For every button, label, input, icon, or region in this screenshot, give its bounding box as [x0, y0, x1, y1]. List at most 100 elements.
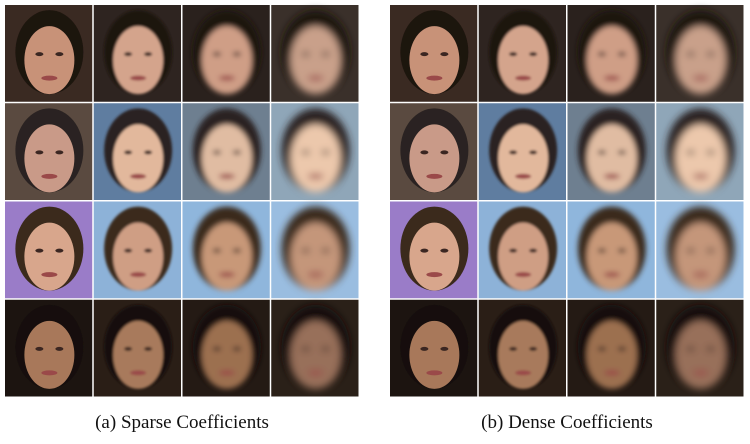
eye: [440, 150, 449, 155]
mouth: [603, 173, 620, 179]
eye: [212, 150, 221, 155]
eye: [617, 248, 626, 253]
eye: [55, 248, 64, 253]
eye: [301, 346, 310, 351]
face-skin: [113, 124, 164, 193]
eye: [124, 52, 133, 57]
face: [489, 304, 558, 389]
face-skin: [201, 124, 252, 193]
eye: [686, 52, 695, 57]
face: [577, 108, 646, 193]
face: [15, 10, 84, 95]
eye: [301, 248, 310, 253]
face-skin: [201, 26, 252, 95]
face-skin: [24, 222, 75, 291]
eye: [686, 346, 695, 351]
face-skin: [586, 320, 637, 389]
face-skin: [675, 124, 726, 193]
face-skin: [24, 320, 75, 389]
face-image: [182, 103, 270, 200]
face-skin: [498, 222, 549, 291]
eye: [509, 52, 518, 57]
face-image: [5, 103, 93, 200]
image-grid: [390, 5, 744, 397]
face: [400, 304, 469, 389]
eye: [529, 248, 538, 253]
mouth: [692, 370, 709, 376]
mouth: [218, 75, 235, 81]
face: [666, 10, 735, 95]
mouth: [603, 75, 620, 81]
caption: (a) Sparse Coefficients: [95, 412, 269, 433]
face-skin: [409, 320, 460, 389]
face-skin: [24, 124, 75, 193]
eye: [420, 248, 429, 253]
eye: [440, 346, 449, 351]
eye: [124, 346, 133, 351]
face-image: [5, 5, 93, 102]
eye: [440, 248, 449, 253]
eye: [55, 150, 64, 155]
face-image: [93, 299, 181, 397]
mouth: [426, 173, 443, 179]
face: [281, 10, 350, 95]
face-skin: [290, 124, 341, 193]
eye: [212, 248, 221, 253]
face-image: [567, 201, 655, 299]
eye: [509, 346, 518, 351]
eye: [321, 52, 330, 57]
mouth: [692, 75, 709, 81]
face-image: [390, 5, 478, 102]
face-image: [656, 103, 744, 200]
eye: [706, 52, 715, 57]
face-image: [271, 103, 359, 200]
face-image: [182, 299, 270, 397]
mouth: [218, 370, 235, 376]
face-image: [656, 201, 744, 299]
face-image: [93, 103, 181, 200]
eye: [617, 346, 626, 351]
eye: [35, 150, 44, 155]
eye: [597, 346, 606, 351]
mouth: [130, 272, 147, 278]
eye: [706, 248, 715, 253]
eye: [55, 52, 64, 57]
face: [281, 304, 350, 389]
face: [281, 108, 350, 193]
eye: [440, 52, 449, 57]
face: [400, 10, 469, 95]
eye: [617, 52, 626, 57]
mouth: [692, 173, 709, 179]
eye: [617, 150, 626, 155]
face-image: [271, 299, 359, 397]
face: [489, 10, 558, 95]
eye: [706, 150, 715, 155]
eye: [509, 150, 518, 155]
face: [666, 304, 735, 389]
mouth: [41, 272, 58, 278]
face: [400, 206, 469, 291]
eye: [301, 150, 310, 155]
face-skin: [290, 320, 341, 389]
eye: [529, 150, 538, 155]
mouth: [130, 370, 147, 376]
eye: [232, 346, 241, 351]
mouth: [515, 272, 532, 278]
face: [104, 206, 173, 291]
face-image: [271, 201, 359, 299]
face-image: [478, 103, 566, 200]
face-image: [656, 299, 744, 397]
eye: [144, 248, 153, 253]
eye: [124, 248, 133, 253]
eye: [35, 52, 44, 57]
eye: [420, 150, 429, 155]
face-skin: [498, 320, 549, 389]
face: [281, 206, 350, 291]
mouth: [515, 173, 532, 179]
face-image: [478, 201, 566, 299]
mouth: [426, 272, 443, 278]
face-image: [5, 201, 93, 299]
face: [192, 108, 261, 193]
eye: [706, 346, 715, 351]
face-skin: [201, 320, 252, 389]
